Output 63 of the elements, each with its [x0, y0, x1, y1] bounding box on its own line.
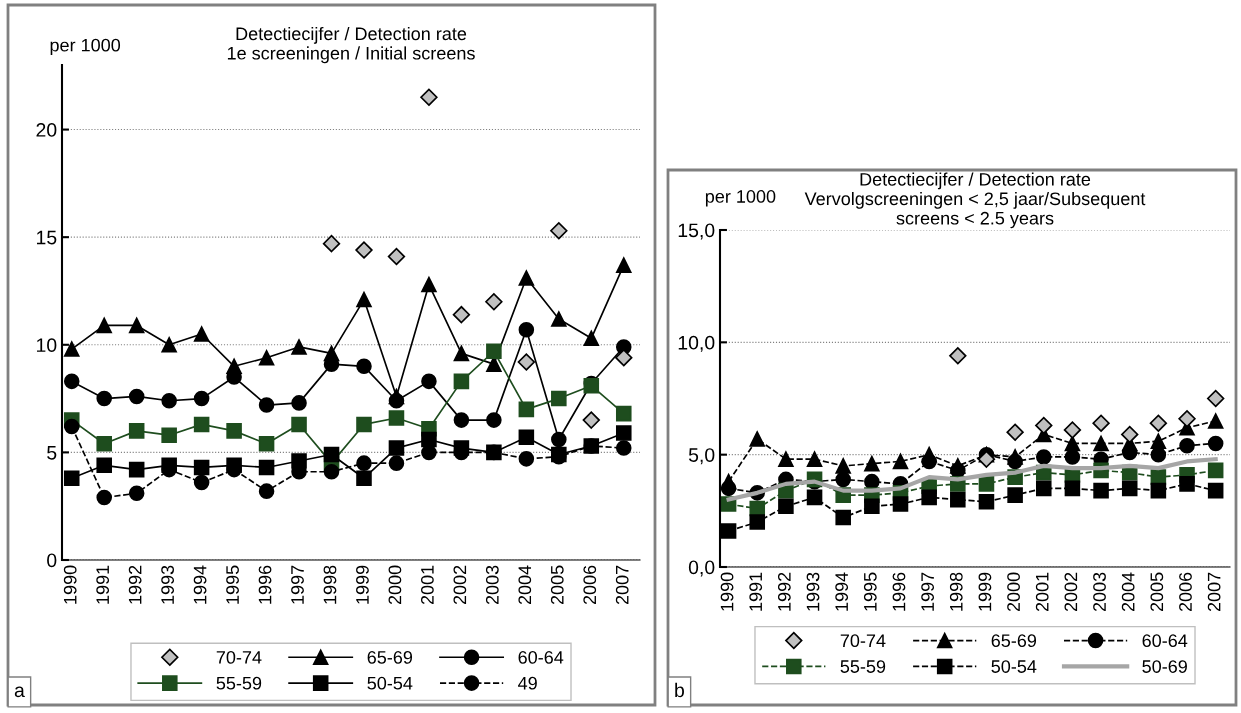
x-tick-label: 2000 [388, 565, 402, 605]
x-tick-label: 2003 [485, 565, 499, 605]
x-tick-label: 1999 [356, 565, 369, 604]
legend-label: 60-64 [1142, 634, 1188, 648]
x-tick-label: 2007 [1207, 572, 1221, 612]
legend-label: 49 [518, 676, 537, 690]
text: b [675, 682, 684, 698]
x-tick-label: 1996 [892, 572, 906, 611]
legend-label: 50-54 [367, 676, 413, 690]
x-tick-label: 1998 [949, 572, 963, 611]
y-tick-label: 15,0 [678, 223, 715, 240]
x-tick-label: 1999 [978, 572, 992, 611]
x-tick-label: 2002 [1064, 572, 1078, 612]
x-tick-label: 1993 [161, 565, 174, 604]
x-tick-label: 2003 [1093, 572, 1106, 612]
x-tick-label: 1990 [63, 565, 77, 604]
x-tick-label: 1995 [863, 572, 877, 611]
y-tick-label: 0 [47, 553, 57, 568]
y-tick-label: 5 [47, 446, 57, 460]
x-tick-label: 1991 [96, 565, 110, 604]
y-tick-label: 10 [37, 338, 57, 353]
x-tick-label: 1994 [835, 572, 849, 611]
x-tick-label: 1992 [777, 572, 791, 611]
legend-label: 70-74 [216, 650, 262, 664]
y-axis-title: per 1000 [705, 190, 776, 207]
legend-label: 60-64 [518, 650, 564, 664]
x-tick-label: 2001 [420, 565, 434, 605]
legend-label: 55-59 [216, 676, 262, 690]
y-tick-label: 15 [37, 230, 57, 245]
x-tick-label: 1997 [291, 565, 304, 604]
legend-label: 70-74 [840, 634, 886, 648]
chart-title: Detectiecijfer / Detection rate Vervolgscreeningen < 2,5 jaar/Subsequent screens < 2.5 years [804, 172, 1146, 229]
x-tick-label: 1994 [193, 565, 207, 604]
y-axis-title: per 1000 [50, 38, 121, 56]
x-tick-label: 1990 [720, 572, 734, 611]
x-tick-label: 2006 [583, 565, 597, 605]
legend-label: 65-69 [367, 650, 413, 664]
legend-label: 55-59 [840, 660, 886, 673]
x-tick-label: 2004 [1121, 572, 1135, 612]
x-tick-label: 1996 [258, 565, 272, 604]
x-tick-label: 2007 [615, 565, 629, 605]
x-tick-label: 2005 [550, 565, 564, 605]
x-tick-label: 2005 [1150, 572, 1164, 612]
legend-label: 50-69 [1142, 660, 1187, 673]
x-tick-label: 1998 [323, 565, 337, 604]
x-tick-label: 1992 [128, 565, 142, 604]
chart-title: Detectiecijfer / Detection rate 1e screeningen / Initial screens [227, 26, 475, 64]
x-tick-label: 2006 [1179, 572, 1192, 612]
y-tick-label: 10,0 [678, 335, 715, 352]
x-tick-label: 2004 [518, 565, 532, 605]
x-tick-label: 2002 [453, 565, 467, 605]
x-tick-label: 1991 [749, 572, 763, 611]
legend-label: 50-54 [991, 660, 1037, 673]
x-tick-label: 2000 [1007, 572, 1020, 612]
x-tick-label: 1995 [226, 565, 239, 604]
x-tick-label: 1993 [806, 572, 820, 611]
text: a [14, 686, 25, 698]
y-tick-label: 0,0 [688, 560, 715, 577]
x-tick-label: 1997 [921, 572, 934, 611]
x-tick-label: 2001 [1035, 572, 1049, 612]
y-tick-label: 5,0 [688, 448, 715, 465]
y-tick-label: 20 [36, 123, 57, 137]
legend-label: 65-69 [991, 634, 1037, 648]
